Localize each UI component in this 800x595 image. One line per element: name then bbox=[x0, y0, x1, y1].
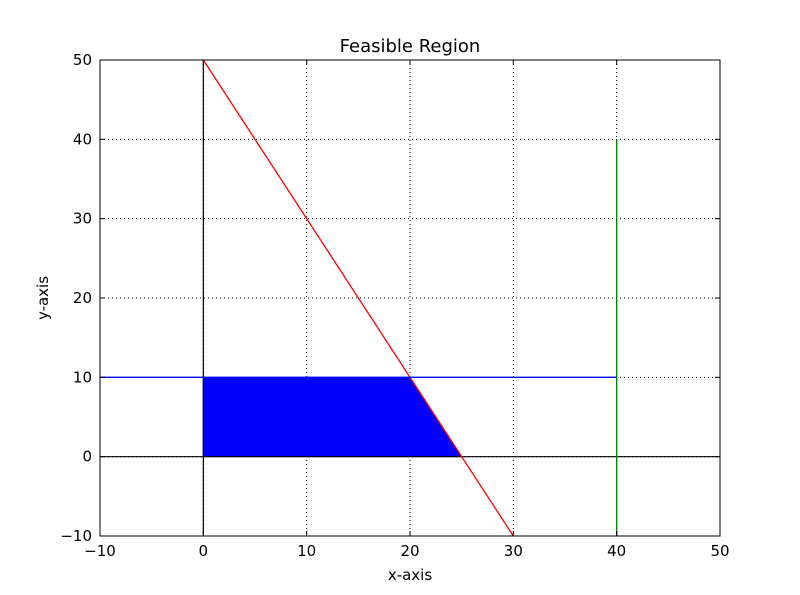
x-tick-label: 20 bbox=[400, 542, 419, 560]
x-tick-label: 50 bbox=[710, 542, 729, 560]
y-tick-label: −10 bbox=[60, 527, 92, 545]
series-lines bbox=[100, 59, 618, 537]
chart-title: Feasible Region bbox=[340, 36, 481, 57]
x-tick-label: 0 bbox=[199, 542, 209, 560]
x-tick-label: 10 bbox=[297, 542, 316, 560]
x-tick-label: 30 bbox=[504, 542, 523, 560]
y-tick-label: 20 bbox=[73, 289, 92, 307]
y-axis-label: y-axis bbox=[34, 276, 52, 320]
ticks: −10 0 10 20 30 40 50 −10 0 10 20 30 40 50 bbox=[60, 51, 729, 560]
feasible-region-fill bbox=[202, 376, 463, 458]
y-tick-label: 10 bbox=[73, 368, 92, 386]
y-tick-label: 0 bbox=[82, 448, 92, 466]
fill-layer bbox=[202, 376, 463, 458]
series-line-0 bbox=[202, 59, 514, 537]
grid bbox=[100, 60, 720, 536]
y-tick-label: 50 bbox=[73, 51, 92, 69]
x-tick-label: −10 bbox=[84, 542, 116, 560]
x-tick-label: 40 bbox=[607, 542, 626, 560]
x-axis-label: x-axis bbox=[388, 566, 433, 584]
y-tick-label: 30 bbox=[73, 210, 92, 228]
y-tick-label: 40 bbox=[73, 130, 92, 148]
